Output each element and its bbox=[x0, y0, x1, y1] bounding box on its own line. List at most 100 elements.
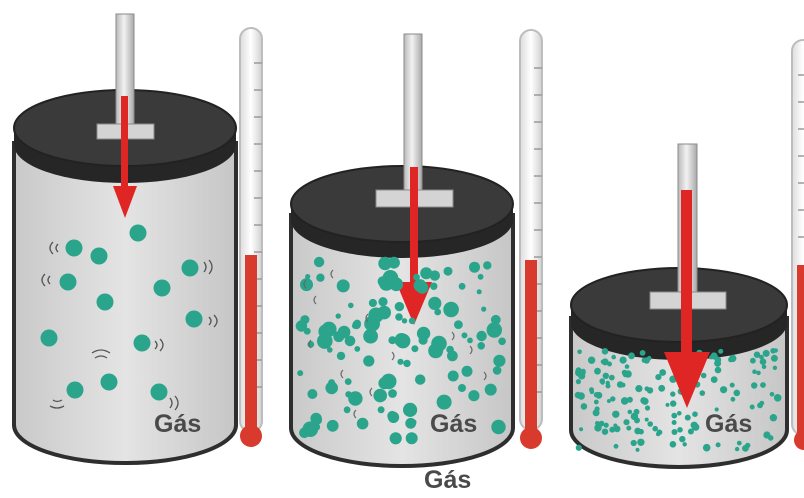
molecule bbox=[714, 366, 722, 374]
molecule bbox=[378, 297, 388, 307]
cylinder-1: Gás bbox=[12, 13, 238, 465]
molecule bbox=[757, 402, 763, 409]
molecule bbox=[578, 372, 586, 380]
molecule bbox=[718, 349, 723, 354]
thermometer-1-mercury bbox=[245, 255, 257, 430]
molecule bbox=[577, 349, 582, 355]
molecule bbox=[490, 314, 501, 325]
molecule bbox=[305, 274, 311, 280]
molecule bbox=[715, 442, 721, 448]
molecule bbox=[373, 388, 388, 403]
molecule bbox=[300, 278, 313, 292]
thermometer-1-ticks bbox=[254, 62, 262, 388]
molecule bbox=[307, 389, 318, 399]
molecule bbox=[348, 391, 363, 406]
molecule bbox=[714, 359, 722, 367]
molecule bbox=[734, 446, 740, 452]
molecule bbox=[498, 337, 506, 346]
molecule bbox=[363, 355, 375, 367]
molecule bbox=[469, 261, 480, 273]
molecule bbox=[420, 267, 433, 280]
molecule bbox=[670, 391, 676, 397]
molecule bbox=[670, 400, 677, 407]
molecule bbox=[356, 417, 369, 430]
molecule bbox=[401, 318, 408, 324]
molecule bbox=[443, 266, 453, 276]
thermometer-1-bulb bbox=[240, 425, 262, 447]
molecule bbox=[415, 374, 426, 385]
molecule bbox=[454, 320, 463, 329]
molecule bbox=[307, 341, 315, 348]
molecule bbox=[620, 382, 626, 388]
molecule bbox=[600, 359, 606, 365]
molecule bbox=[327, 347, 333, 353]
cylinder-2: Gás bbox=[289, 33, 515, 468]
molecule bbox=[297, 370, 304, 377]
molecule bbox=[447, 350, 458, 362]
molecule bbox=[647, 421, 653, 427]
molecule bbox=[639, 350, 646, 356]
molecule bbox=[575, 444, 582, 451]
molecule bbox=[762, 349, 770, 357]
molecule bbox=[328, 379, 335, 386]
molecule bbox=[481, 306, 487, 312]
molecule bbox=[659, 369, 667, 376]
molecule bbox=[40, 329, 58, 347]
molecule bbox=[620, 397, 629, 405]
molecule bbox=[436, 394, 452, 410]
molecule bbox=[405, 432, 418, 445]
thermometer-3-mercury bbox=[797, 265, 804, 435]
molecule bbox=[461, 332, 468, 339]
molecule bbox=[443, 301, 459, 318]
molecule bbox=[656, 429, 663, 436]
molecule bbox=[363, 328, 378, 344]
molecule bbox=[749, 404, 755, 410]
molecule bbox=[484, 383, 497, 396]
molecule bbox=[601, 428, 609, 435]
molecule bbox=[394, 301, 405, 312]
molecule bbox=[684, 414, 691, 421]
molecule bbox=[428, 296, 442, 310]
molecule bbox=[387, 410, 398, 421]
molecule bbox=[687, 428, 694, 435]
molecule bbox=[608, 374, 615, 381]
molecule bbox=[633, 408, 640, 415]
molecule bbox=[344, 335, 356, 347]
molecule bbox=[461, 365, 473, 377]
molecule bbox=[671, 420, 677, 425]
molecule bbox=[671, 412, 678, 419]
molecule bbox=[65, 239, 83, 257]
molecule bbox=[344, 378, 352, 385]
molecule bbox=[611, 354, 616, 360]
molecule bbox=[599, 378, 605, 384]
molecule bbox=[714, 407, 719, 412]
molecule bbox=[763, 431, 771, 439]
molecule bbox=[710, 376, 718, 383]
molecule bbox=[129, 224, 147, 242]
molecule bbox=[408, 317, 416, 325]
molecule bbox=[395, 313, 403, 321]
molecule bbox=[658, 384, 666, 392]
cylinder-1-pressure-arrow bbox=[113, 96, 137, 218]
molecule bbox=[403, 402, 418, 417]
molecule bbox=[644, 405, 651, 411]
molecule bbox=[773, 394, 782, 402]
molecule bbox=[594, 424, 602, 432]
molecule bbox=[733, 389, 741, 397]
molecule bbox=[753, 351, 761, 358]
molecule bbox=[434, 308, 442, 316]
cylinder-2-motion-lines bbox=[303, 269, 487, 419]
molecule bbox=[692, 411, 698, 418]
molecule bbox=[59, 273, 77, 291]
molecule bbox=[634, 427, 642, 435]
molecule bbox=[486, 322, 502, 338]
molecule bbox=[337, 325, 351, 339]
molecule bbox=[671, 429, 678, 435]
molecule bbox=[609, 426, 616, 433]
molecule bbox=[379, 276, 394, 291]
molecule bbox=[602, 372, 609, 379]
molecule bbox=[587, 356, 596, 364]
molecule bbox=[299, 427, 310, 439]
molecule bbox=[483, 261, 492, 270]
